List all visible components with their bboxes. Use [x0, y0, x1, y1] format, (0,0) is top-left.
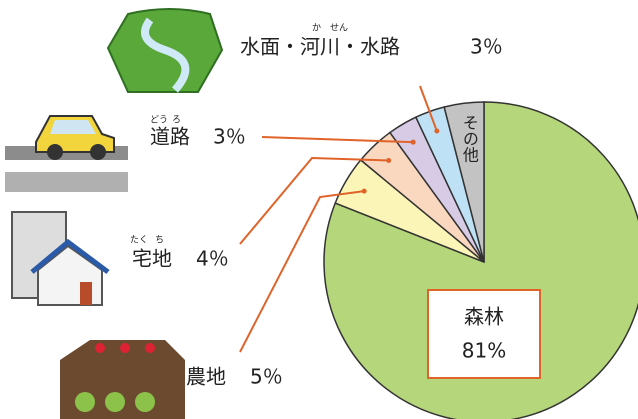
house-icon [12, 212, 108, 305]
leader-dot [434, 129, 439, 134]
category-label: 宅地 [132, 247, 172, 271]
value-label: 81% [462, 339, 506, 363]
ruby: ち [155, 235, 164, 246]
leader-dot [362, 189, 367, 194]
category-label: 森林 [464, 305, 504, 329]
water-icon [108, 9, 222, 92]
category-label: 農地 [186, 365, 226, 389]
value-label: 4％ [196, 247, 229, 271]
category-label: 道路 [150, 125, 190, 149]
leader-dot [411, 140, 416, 145]
farm-icon [60, 340, 185, 419]
chart: か せん どう ろ たく ち 森林81%農地5％宅地4％道路3％水面・河川・水路… [0, 0, 638, 419]
leader-dot [386, 158, 391, 163]
ruby: か [312, 23, 321, 34]
road-icon [5, 116, 128, 192]
category-label: 水面・河川・水路 [240, 35, 400, 59]
ruby: せん [330, 23, 348, 34]
ruby: たく [130, 235, 148, 246]
value-label: 5％ [250, 365, 283, 389]
label-box [428, 290, 540, 378]
value-label: 3％ [213, 125, 246, 149]
category-label: その他 [460, 114, 479, 163]
value-label: 3％ [470, 35, 503, 59]
